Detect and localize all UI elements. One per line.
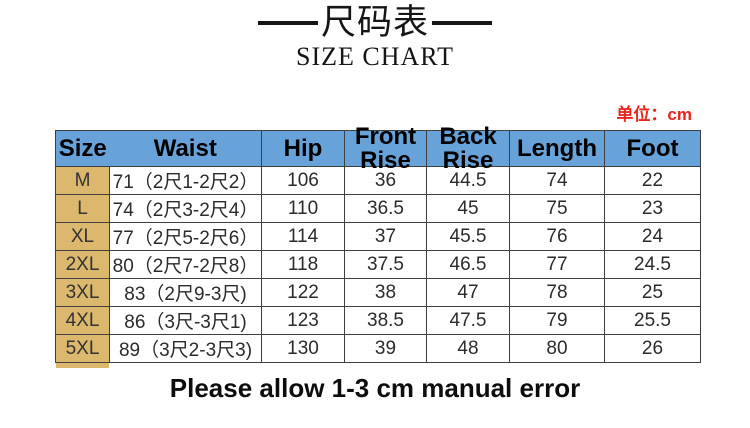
cell-hip: 118 xyxy=(261,250,345,279)
table-row: M 71（2尺1-2尺2） 106 36 44.5 74 22 xyxy=(55,166,701,195)
col-header-back-rise-label: Back Rise xyxy=(439,122,497,174)
col-header-length: Length xyxy=(509,130,605,167)
cell-hip: 114 xyxy=(261,222,345,251)
cell-waist: 74（2尺3-2尺4） xyxy=(109,194,262,223)
table-row: XL 77（2尺5-2尺6） 114 37 45.5 76 24 xyxy=(55,222,701,251)
size-column-overflow-strip xyxy=(56,363,109,368)
cell-foot: 25 xyxy=(604,278,701,307)
title-dash-left xyxy=(257,21,318,25)
cell-foot: 24 xyxy=(604,222,701,251)
title-dash-right xyxy=(432,21,492,25)
page-title-en: SIZE CHART xyxy=(296,42,454,71)
cell-hip: 122 xyxy=(261,278,345,307)
cell-length: 80 xyxy=(509,334,605,363)
cell-size: L xyxy=(55,194,110,223)
cell-waist: 77（2尺5-2尺6） xyxy=(109,222,262,251)
cell-foot: 26 xyxy=(604,334,701,363)
cell-waist: 83（2尺9-3尺) xyxy=(109,278,262,307)
cell-hip: 106 xyxy=(261,166,345,195)
size-chart-table: Size Waist Hip Front Rise Back Rise Leng… xyxy=(55,124,701,363)
col-header-foot: Foot xyxy=(604,130,701,167)
cell-back-rise: 46.5 xyxy=(426,250,510,279)
table-row: L 74（2尺3-2尺4） 110 36.5 45 75 23 xyxy=(55,194,701,223)
cell-size: M xyxy=(55,166,110,195)
cell-waist: 80（2尺7-2尺8） xyxy=(109,250,262,279)
cell-hip: 130 xyxy=(261,334,345,363)
table-row: 3XL 83（2尺9-3尺) 122 38 47 78 25 xyxy=(55,278,701,307)
cell-hip: 123 xyxy=(261,306,345,335)
cell-length: 74 xyxy=(509,166,605,195)
cell-foot: 23 xyxy=(604,194,701,223)
cell-back-rise: 47.5 xyxy=(426,306,510,335)
table-row: 4XL 86（3尺-3尺1) 123 38.5 47.5 79 25.5 xyxy=(55,306,701,335)
cell-front-rise: 38 xyxy=(344,278,427,307)
col-header-front-rise: Front Rise xyxy=(344,124,427,172)
cell-size: 5XL xyxy=(55,334,110,363)
cell-front-rise: 37 xyxy=(344,222,427,251)
cell-back-rise: 45 xyxy=(426,194,510,223)
cell-waist: 71（2尺1-2尺2） xyxy=(109,166,262,195)
cell-back-rise: 44.5 xyxy=(426,166,510,195)
cell-length: 78 xyxy=(509,278,605,307)
cell-foot: 22 xyxy=(604,166,701,195)
footer-note: Please allow 1-3 cm manual error xyxy=(169,373,581,403)
cell-back-rise: 47 xyxy=(426,278,510,307)
cell-hip: 110 xyxy=(261,194,345,223)
cell-waist: 89（3尺2-3尺3) xyxy=(109,334,262,363)
cell-waist: 86（3尺-3尺1) xyxy=(109,306,262,335)
unit-label: 单位：cm xyxy=(616,105,692,124)
cell-foot: 25.5 xyxy=(604,306,701,335)
cell-front-rise: 36.5 xyxy=(344,194,427,223)
cell-length: 79 xyxy=(509,306,605,335)
header-row: Size Waist Hip Front Rise Back Rise Leng… xyxy=(55,124,701,172)
col-header-hip: Hip xyxy=(261,130,345,167)
cell-size: 2XL xyxy=(55,250,110,279)
cell-size: 4XL xyxy=(55,306,110,335)
cell-size: 3XL xyxy=(55,278,110,307)
cell-length: 77 xyxy=(509,250,605,279)
table-row: 2XL 80（2尺7-2尺8） 118 37.5 46.5 77 24.5 xyxy=(55,250,701,279)
cell-front-rise: 37.5 xyxy=(344,250,427,279)
cell-back-rise: 48 xyxy=(426,334,510,363)
cell-front-rise: 39 xyxy=(344,334,427,363)
cell-length: 76 xyxy=(509,222,605,251)
cell-back-rise: 45.5 xyxy=(426,222,510,251)
cell-front-rise: 36 xyxy=(344,166,427,195)
table-row: 5XL 89（3尺2-3尺3) 130 39 48 80 26 xyxy=(55,334,701,363)
cell-size: XL xyxy=(55,222,110,251)
title-row: 尺码表 xyxy=(0,3,750,43)
page-title-zh: 尺码表 xyxy=(320,3,429,42)
cell-front-rise: 38.5 xyxy=(344,306,427,335)
col-header-size: Size xyxy=(55,130,110,167)
col-header-front-rise-label: Front Rise xyxy=(354,122,417,174)
cell-foot: 24.5 xyxy=(604,250,701,279)
col-header-back-rise: Back Rise xyxy=(426,124,510,172)
cell-length: 75 xyxy=(509,194,605,223)
col-header-waist: Waist xyxy=(109,130,262,167)
